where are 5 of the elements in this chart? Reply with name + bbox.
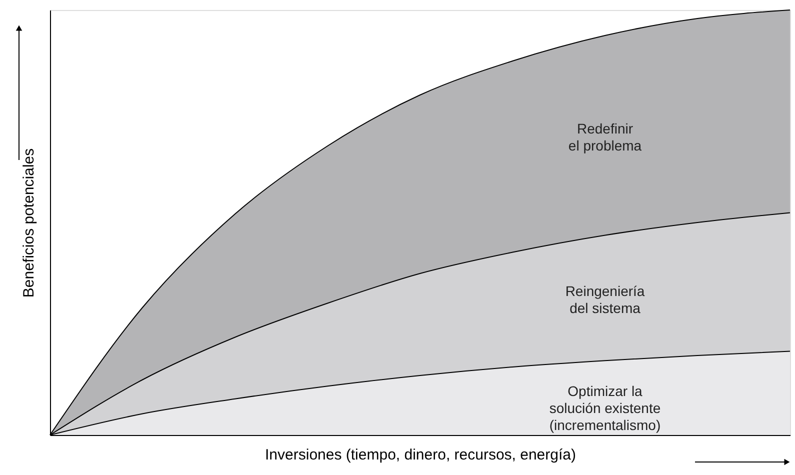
series-label: Redefinir el problema <box>568 120 642 154</box>
y-axis-title: Beneficios potenciales <box>20 148 38 298</box>
x-axis-title: Inversiones (tiempo, dinero, recursos, energía) <box>265 446 576 464</box>
series-label: Reingeniería del sistema <box>565 282 645 316</box>
series-label: Optimizar la solución existente (incrementalismo) <box>549 382 661 433</box>
